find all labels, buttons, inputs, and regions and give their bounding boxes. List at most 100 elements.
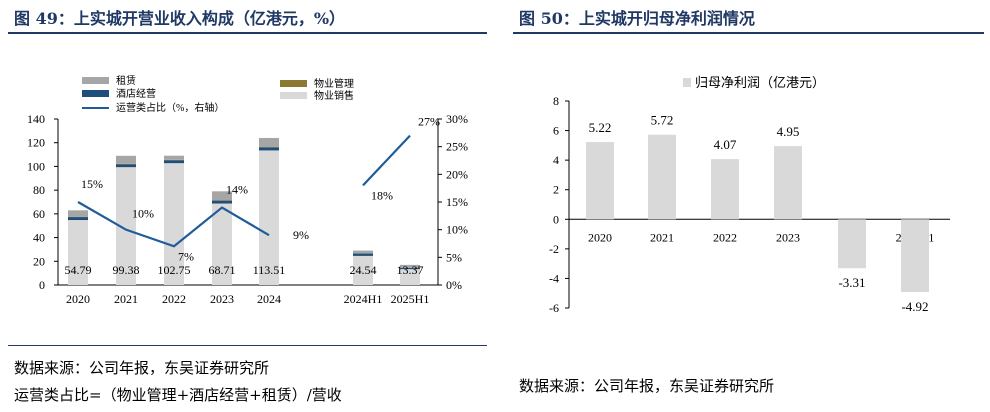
x-tick-label: 2023 bbox=[210, 292, 234, 306]
bar-segment bbox=[353, 250, 373, 254]
sales-value-label: 102.75 bbox=[158, 263, 191, 277]
legend-sales: 物业销售 bbox=[280, 89, 354, 102]
x-tick-label: 2023 bbox=[776, 230, 800, 244]
right-tick-label: 0% bbox=[446, 278, 462, 292]
ratio-line-segment bbox=[77, 201, 270, 248]
sales-value-label: 13.37 bbox=[397, 263, 424, 277]
x-tick-label: 2022 bbox=[162, 292, 186, 306]
legend: 租赁 酒店经营 运营类占比（%，右轴） 物业管理 物业销售 bbox=[82, 74, 354, 114]
bar-segment bbox=[400, 267, 420, 270]
legend-property-mgmt: 物业管理 bbox=[280, 77, 354, 90]
bar-segment bbox=[164, 155, 184, 160]
legend-sales-swatch bbox=[280, 92, 307, 99]
profit-data-label: -3.31 bbox=[838, 275, 865, 290]
bar-segment bbox=[353, 253, 373, 256]
ratio-line-segment bbox=[362, 134, 411, 187]
sales-value-label: 99.38 bbox=[113, 263, 140, 277]
legend: 归母净利润（亿港元） bbox=[683, 75, 825, 90]
y-tick-label: 8 bbox=[553, 94, 559, 108]
net-profit-chart: 归母净利润（亿港元） 86420-2-4-6202020212022202320… bbox=[549, 75, 950, 315]
x-tick-label: 2021 bbox=[650, 230, 674, 244]
x-tick-label: 2020 bbox=[588, 230, 612, 244]
bar-segment bbox=[164, 163, 184, 285]
legend-hotel-label: 酒店经营 bbox=[116, 87, 156, 100]
bar-segment bbox=[116, 155, 136, 164]
x-tick-label: 2021 bbox=[114, 292, 138, 306]
ratio-data-label: 10% bbox=[132, 207, 154, 221]
revenue-composition-chart: 租赁 酒店经营 运营类占比（%，右轴） 物业管理 物业销售 0 20 40 60 80 1… bbox=[27, 74, 468, 306]
y-tick-label: 0 bbox=[553, 212, 559, 226]
ratio-definition-note: 运营类占比=（物业管理+酒店经营+租赁）/营收 bbox=[14, 386, 342, 404]
profit-bar bbox=[586, 142, 614, 220]
legend-profit-swatch bbox=[683, 78, 691, 87]
y-tick-label: -4 bbox=[549, 271, 559, 285]
bar-segment bbox=[164, 160, 184, 164]
ratio-data-label: 18% bbox=[371, 188, 393, 202]
left-tick-label: 140 bbox=[27, 112, 45, 126]
sales-value-label: 68.71 bbox=[209, 263, 236, 277]
legend-property-mgmt-label: 物业管理 bbox=[314, 77, 354, 90]
profit-data-label: 5.72 bbox=[651, 113, 674, 128]
x-tick-label: 2024 bbox=[257, 292, 281, 306]
profit-data-label: 4.07 bbox=[714, 137, 737, 152]
y-tick-label: 4 bbox=[553, 153, 559, 167]
legend-ratio-label: 运营类占比（%，右轴） bbox=[116, 101, 224, 114]
footer-rule bbox=[8, 345, 487, 346]
right-tick-label: 20% bbox=[446, 167, 468, 181]
figure-50-title: 图 50：上实城开归母净利润情况 bbox=[519, 9, 755, 28]
legend-hotel: 酒店经营 bbox=[82, 87, 156, 100]
figure-49-title: 图 49：上实城开营业收入构成（亿港元，%） bbox=[14, 9, 346, 28]
profit-bar bbox=[648, 134, 676, 220]
x-tick-label: 2025H1 bbox=[391, 292, 430, 306]
left-tick-label: 40 bbox=[33, 231, 45, 245]
ratio-data-label: 14% bbox=[226, 183, 248, 197]
right-tick-label: 25% bbox=[446, 140, 468, 154]
left-tick-label: 20 bbox=[33, 254, 45, 268]
x-tick-label: 2020 bbox=[66, 292, 90, 306]
y-tick-label: -6 bbox=[549, 301, 559, 315]
legend-profit-label: 归母净利润（亿港元） bbox=[695, 75, 825, 90]
right-tick-label: 10% bbox=[446, 223, 468, 237]
title-rule bbox=[513, 32, 984, 34]
profit-bar bbox=[838, 219, 866, 269]
left-panel: 图 49：上实城开营业收入构成（亿港元，%） 租赁 酒店经营 运营类占比（%，右… bbox=[0, 0, 493, 412]
x-tick-label: 2022 bbox=[713, 230, 737, 244]
left-tick-label: 120 bbox=[27, 136, 45, 150]
bar-segment bbox=[68, 210, 88, 217]
profit-data-label: -4.92 bbox=[901, 299, 928, 314]
bar-segment bbox=[68, 217, 88, 221]
left-tick-label: 60 bbox=[33, 207, 45, 221]
ratio-data-label: 9% bbox=[293, 228, 309, 242]
bar-segment bbox=[259, 147, 279, 151]
bar-segment bbox=[116, 164, 136, 168]
bar-segment bbox=[259, 137, 279, 148]
profit-data-label: 5.22 bbox=[589, 120, 612, 135]
x-tick-label: 2024H1 bbox=[344, 292, 383, 306]
ratio-data-label: 7% bbox=[178, 249, 194, 263]
source-note: 数据来源：公司年报，东吴证券研究所 bbox=[519, 377, 775, 395]
bar-segment bbox=[400, 264, 420, 268]
y-tick-label: 6 bbox=[553, 124, 559, 138]
title-rule bbox=[8, 32, 487, 34]
left-tick-label: 100 bbox=[27, 159, 45, 173]
profit-bar bbox=[774, 146, 802, 220]
source-note: 数据来源：公司年报，东吴证券研究所 bbox=[14, 359, 270, 377]
sales-value-label: 54.79 bbox=[65, 263, 92, 277]
bar-segment bbox=[353, 255, 373, 285]
bar-segment bbox=[212, 200, 232, 204]
bar-segment bbox=[212, 191, 232, 201]
right-tick-label: 15% bbox=[446, 195, 468, 209]
ratio-data-label: 15% bbox=[81, 177, 103, 191]
left-tick-label: 80 bbox=[33, 183, 45, 197]
ratio-data-label: 27% bbox=[418, 115, 440, 129]
profit-bar bbox=[711, 159, 739, 220]
right-tick-label: 5% bbox=[446, 250, 462, 264]
right-tick-label: 30% bbox=[446, 112, 468, 126]
bar-segment bbox=[68, 220, 88, 285]
left-tick-label: 0 bbox=[39, 278, 45, 292]
legend-property-mgmt-swatch bbox=[280, 80, 307, 87]
y-tick-label: -2 bbox=[549, 242, 559, 256]
legend-sales-label: 物业销售 bbox=[314, 89, 354, 102]
legend-rent-swatch bbox=[82, 77, 109, 84]
profit-bar bbox=[901, 219, 929, 293]
